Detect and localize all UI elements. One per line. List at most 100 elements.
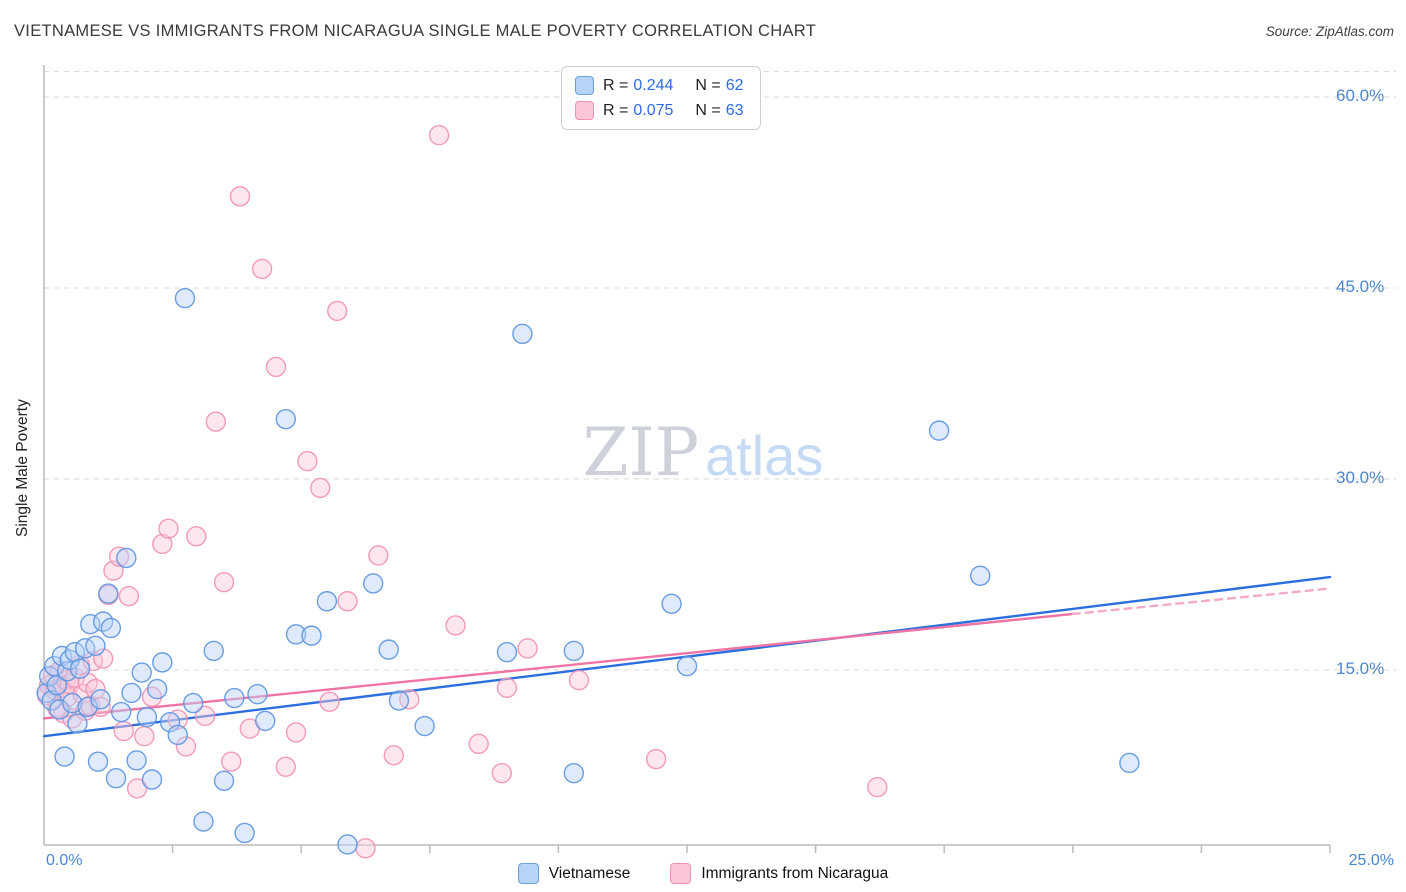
n-value: 63 [725, 101, 744, 119]
scatter-point-nicaragua [867, 776, 888, 798]
scatter-point-vietnamese [676, 655, 698, 677]
scatter-point-vietnamese [126, 750, 147, 771]
scatter-point-vietnamese [77, 696, 98, 718]
scatter-point-nicaragua [251, 258, 273, 280]
scatter-point-vietnamese [174, 288, 196, 309]
scatter-point-nicaragua [445, 615, 466, 636]
scatter-point-nicaragua [221, 751, 242, 772]
r-value: 0.244 [633, 76, 674, 94]
scatter-point-vietnamese [69, 658, 91, 679]
scatter-point-nicaragua [134, 726, 155, 747]
scatter-point-nicaragua [152, 533, 173, 555]
scatter-point-vietnamese [203, 640, 224, 662]
scatter-point-nicaragua [355, 838, 376, 859]
scatter-point-vietnamese [98, 583, 119, 604]
scatter-point-vietnamese [182, 692, 204, 714]
scatter-point-nicaragua [108, 546, 130, 567]
scatter-point-vietnamese [234, 822, 255, 844]
r-value: 0.075 [633, 101, 674, 119]
legend-row-vietnamese: R = 0.244 N = 62 [575, 76, 744, 95]
scatter-point-vietnamese [661, 593, 682, 614]
scatter-point-vietnamese [1119, 752, 1140, 774]
scatter-point-vietnamese [388, 690, 410, 711]
scatter-point-vietnamese [121, 682, 142, 704]
scatter-point-nicaragua [496, 677, 518, 699]
scatter-point-nicaragua [491, 762, 513, 784]
scatter-point-vietnamese [54, 746, 75, 767]
scatter-point-vietnamese [337, 834, 358, 855]
scatter-point-nicaragua [337, 591, 358, 612]
scatter-point-nicaragua [517, 638, 538, 659]
trend-line-nicaragua-projection [1071, 587, 1332, 616]
scatter-point-nicaragua [468, 733, 489, 755]
scatter-point-vietnamese [62, 692, 83, 714]
scatter-point-nicaragua [297, 450, 318, 472]
scatter-point-nicaragua [175, 736, 197, 757]
scatter-point-vietnamese [110, 701, 132, 723]
scatter-point-nicaragua [158, 518, 179, 539]
scatter-point-nicaragua [310, 477, 331, 499]
scatter-point-nicaragua [186, 526, 207, 547]
legend-label: Vietnamese [548, 864, 631, 882]
scatter-point-vietnamese [46, 675, 68, 696]
scatter-point-nicaragua [399, 689, 420, 710]
scatter-point-vietnamese [85, 635, 106, 657]
scatter-point-nicaragua [205, 411, 227, 432]
trend-line-nicaragua [42, 612, 1075, 720]
scatter-point-nicaragua [428, 125, 450, 146]
scatter-point-nicaragua [383, 745, 404, 766]
scatter-point-nicaragua [126, 778, 148, 799]
scatter-point-vietnamese [363, 573, 384, 594]
scatter-point-vietnamese [254, 710, 276, 732]
scatter-point-vietnamese [563, 762, 585, 784]
scatter-point-vietnamese [49, 699, 70, 720]
scatter-point-vietnamese [136, 706, 158, 728]
scatter-point-vietnamese [67, 713, 88, 734]
scatter-point-vietnamese [100, 617, 122, 639]
nicaragua-swatch-icon [670, 863, 692, 884]
scatter-point-vietnamese [167, 724, 188, 746]
scatter-point-nicaragua [327, 300, 348, 322]
scatter-point-vietnamese [90, 689, 111, 710]
legend-row-nicaragua: R = 0.075 N = 63 [575, 101, 744, 120]
scatter-point-vietnamese [87, 751, 109, 772]
correlation-legend: R = 0.244 N = 62 R = 0.075 N = 63 [561, 66, 761, 130]
series-legend: Vietnamese Immigrants from Nicaragua [0, 863, 1406, 884]
y-tick-label: 60.0% [1336, 86, 1385, 106]
r-label: R = 0.075 N = 63 [603, 101, 744, 119]
scatter-point-nicaragua [265, 356, 287, 378]
scatter-point-nicaragua [118, 585, 140, 607]
scatter-point-nicaragua [568, 669, 590, 691]
scatter-point-vietnamese [116, 547, 137, 569]
scatter-point-vietnamese [105, 768, 127, 789]
scatter-point-vietnamese [224, 687, 245, 709]
scatter-point-nicaragua [194, 705, 216, 727]
scatter-point-vietnamese [131, 662, 152, 683]
x-axis-min-label: 0.0% [46, 852, 83, 869]
n-value: 62 [725, 76, 744, 94]
scatter-point-vietnamese [152, 652, 173, 673]
scatter-point-nicaragua [213, 571, 235, 593]
vietnamese-swatch-icon [575, 76, 594, 95]
scatter-point-vietnamese [301, 625, 322, 646]
scatter-point-vietnamese [285, 624, 307, 645]
scatter-point-nicaragua [319, 691, 340, 713]
y-tick-label: 30.0% [1336, 468, 1385, 487]
scatter-point-vietnamese [213, 770, 235, 791]
scatter-point-vietnamese [563, 640, 585, 662]
scatter-point-vietnamese [512, 323, 533, 345]
scatter-point-vietnamese [316, 591, 338, 612]
x-axis-max-label: 25.0% [1348, 852, 1394, 869]
legend-item-vietnamese: Vietnamese [517, 863, 631, 884]
scatter-point-nicaragua [113, 720, 134, 742]
scatter-point-vietnamese [159, 712, 181, 733]
scatter-point-vietnamese [275, 408, 296, 430]
vietnamese-swatch-icon [517, 863, 539, 884]
scatter-point-nicaragua [645, 748, 667, 770]
legend-item-nicaragua: Immigrants from Nicaragua [670, 863, 888, 884]
scatter-point-vietnamese [64, 641, 86, 663]
nicaragua-swatch-icon [575, 101, 594, 120]
scatter-point-vietnamese [80, 613, 101, 635]
